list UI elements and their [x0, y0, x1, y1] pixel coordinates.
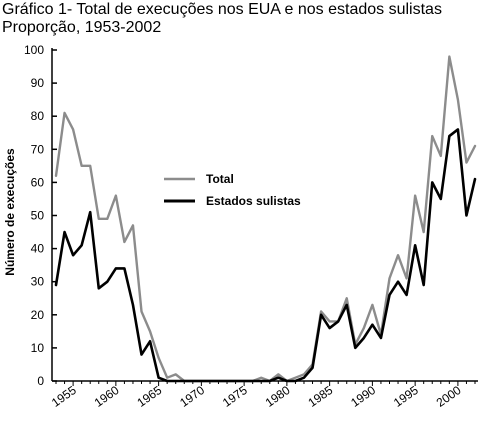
y-tick-label: 0	[37, 374, 44, 388]
y-tick-label: 40	[31, 242, 45, 256]
y-tick-label: 10	[31, 341, 45, 355]
legend-label-estados-sulistas: Estados sulistas	[206, 194, 301, 208]
y-tick-label: 30	[31, 275, 45, 289]
x-tick-label: 1970	[177, 383, 207, 410]
legend-label-total: Total	[206, 172, 234, 186]
legend: Total Estados sulistas	[164, 172, 301, 208]
x-tick-label: 1990	[348, 383, 378, 410]
x-tick-label: 1975	[220, 383, 250, 410]
y-tick-label: 60	[31, 175, 45, 189]
x-axis: 1955 1960 1965 1970 1975 1980 1985 1990 1995 2000	[49, 380, 478, 410]
y-tick-label: 80	[31, 109, 45, 123]
x-tick-label: 1965	[134, 383, 164, 410]
chart-subtitle: Proporção, 1953-2002	[2, 19, 162, 36]
y-tick-label: 100	[24, 43, 44, 57]
x-tick-label: 1955	[49, 383, 79, 410]
x-tick-label: 1995	[391, 383, 421, 410]
series-line-total	[54, 55, 477, 383]
y-tick-label: 70	[31, 142, 45, 156]
x-tick-label: 1960	[92, 383, 122, 410]
series-line-estados-sulistas	[54, 128, 477, 383]
chart-title: Gráfico 1- Total de execuções nos EUA e …	[2, 1, 442, 18]
y-tick-label: 50	[31, 209, 45, 223]
x-tick-label: 1980	[263, 383, 293, 410]
y-axis-label: Número de execuções	[3, 148, 17, 276]
y-axis: 0 10 20 30 40 50 60 70 80 90 100	[24, 43, 57, 388]
x-tick-label: 2000	[434, 383, 464, 410]
y-tick-label: 20	[31, 308, 45, 322]
series-lines	[54, 55, 477, 383]
x-tick-label: 1985	[305, 383, 335, 410]
y-tick-label: 90	[31, 76, 45, 90]
